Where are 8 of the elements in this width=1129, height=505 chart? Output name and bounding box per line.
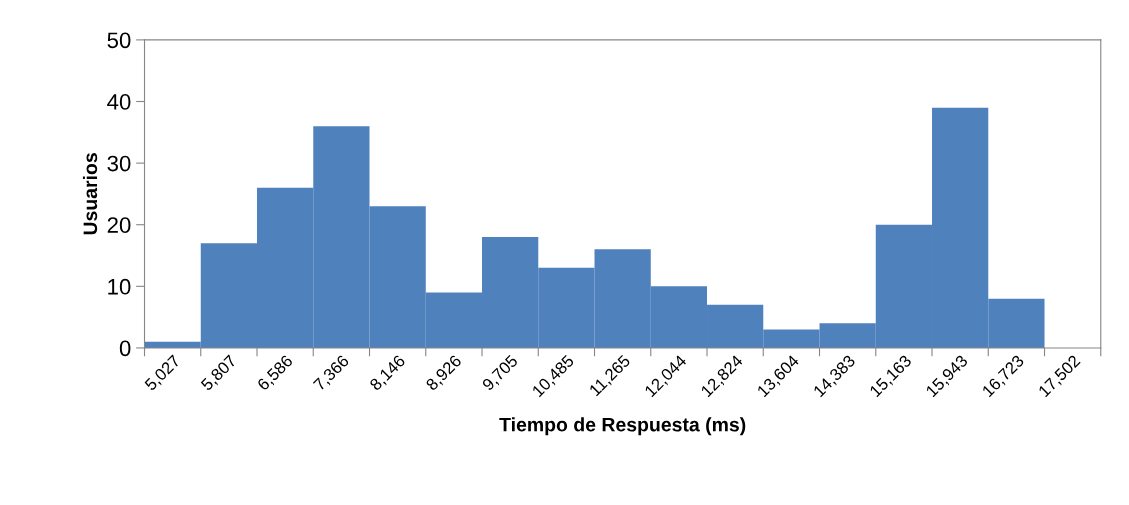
y-axis-title: Usuarios — [82, 153, 98, 235]
y-tick-label: 20 — [107, 217, 131, 233]
y-tick-label: 50 — [107, 32, 131, 49]
y-tick-label: 0 — [119, 340, 131, 357]
y-tick-label: 30 — [107, 155, 131, 172]
x-axis-title: Tiempo de Respuesta (ms) — [499, 417, 746, 436]
y-tick-label: 10 — [108, 278, 131, 295]
y-tick-label: 40 — [107, 94, 131, 110]
